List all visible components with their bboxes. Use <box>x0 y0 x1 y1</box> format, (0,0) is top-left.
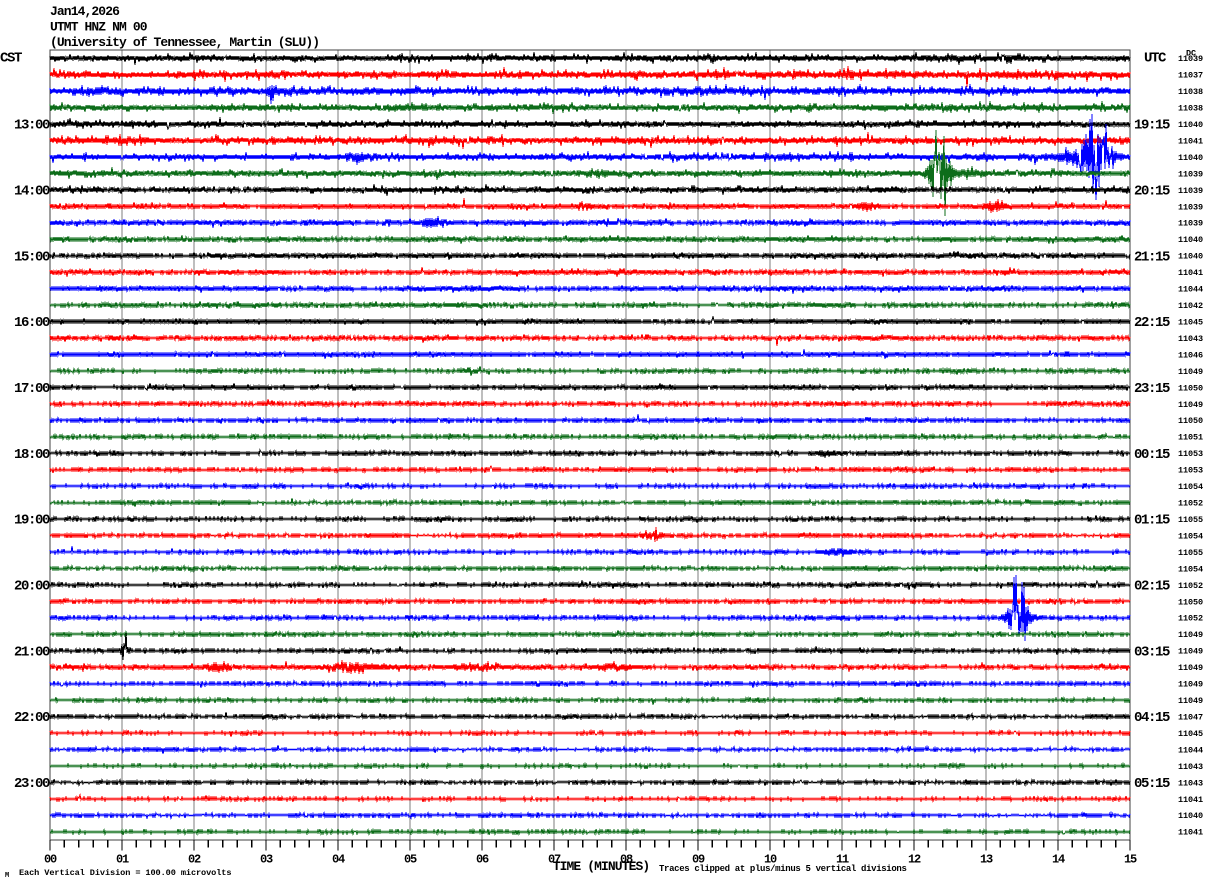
svg-text:11049: 11049 <box>1178 367 1203 377</box>
svg-text:12: 12 <box>908 853 921 867</box>
svg-text:Each Vertical Division = 100.: Each Vertical Division = 100.00 microvol… <box>19 868 231 878</box>
svg-text:11049: 11049 <box>1178 400 1203 410</box>
svg-text:00:15: 00:15 <box>1134 447 1170 463</box>
svg-text:11040: 11040 <box>1178 252 1203 262</box>
svg-text:11049: 11049 <box>1178 647 1203 657</box>
svg-text:02:15: 02:15 <box>1134 579 1170 595</box>
svg-text:11041: 11041 <box>1178 828 1203 838</box>
svg-text:11039: 11039 <box>1178 219 1203 229</box>
svg-text:CST: CST <box>0 51 22 67</box>
svg-text:11044: 11044 <box>1178 285 1203 295</box>
svg-text:02: 02 <box>188 853 201 867</box>
svg-text:11042: 11042 <box>1178 301 1203 311</box>
svg-text:11052: 11052 <box>1178 499 1203 509</box>
svg-text:11039: 11039 <box>1178 186 1203 196</box>
svg-text:11: 11 <box>836 853 849 867</box>
svg-text:21:15: 21:15 <box>1134 249 1170 265</box>
svg-text:22:00: 22:00 <box>14 710 50 726</box>
svg-text:11055: 11055 <box>1178 515 1203 525</box>
svg-text:17:00: 17:00 <box>14 381 50 397</box>
svg-text:11053: 11053 <box>1178 449 1203 459</box>
svg-text:05: 05 <box>404 853 417 867</box>
svg-text:03:15: 03:15 <box>1134 644 1170 660</box>
svg-text:11043: 11043 <box>1178 778 1203 788</box>
svg-text:DC: DC <box>1186 49 1196 59</box>
svg-text:M: M <box>5 872 9 880</box>
svg-text:23:15: 23:15 <box>1134 381 1170 397</box>
svg-text:TIME (MINUTES): TIME (MINUTES) <box>553 859 650 874</box>
svg-text:11053: 11053 <box>1178 466 1203 476</box>
svg-text:Traces clipped at plus/minus 5: Traces clipped at plus/minus 5 vertical … <box>659 864 907 874</box>
svg-text:11049: 11049 <box>1178 680 1203 690</box>
svg-text:11039: 11039 <box>1178 202 1203 212</box>
svg-text:00: 00 <box>44 853 57 867</box>
svg-text:20:00: 20:00 <box>14 579 50 595</box>
svg-text:05:15: 05:15 <box>1134 776 1170 792</box>
svg-text:20:15: 20:15 <box>1134 184 1170 200</box>
svg-text:11043: 11043 <box>1178 334 1203 344</box>
svg-text:14:00: 14:00 <box>14 184 50 200</box>
svg-text:16:00: 16:00 <box>14 315 50 331</box>
svg-text:11037: 11037 <box>1178 71 1203 81</box>
svg-text:UTMT HNZ NM 00: UTMT HNZ NM 00 <box>50 20 148 35</box>
svg-text:11040: 11040 <box>1178 120 1203 130</box>
svg-text:04: 04 <box>332 853 345 867</box>
svg-text:11038: 11038 <box>1178 104 1203 114</box>
svg-text:15: 15 <box>1124 853 1137 867</box>
svg-text:11054: 11054 <box>1178 482 1203 492</box>
svg-text:11041: 11041 <box>1178 136 1203 146</box>
svg-text:11052: 11052 <box>1178 581 1203 591</box>
svg-text:11050: 11050 <box>1178 597 1203 607</box>
svg-text:11041: 11041 <box>1178 268 1203 278</box>
svg-text:11050: 11050 <box>1178 383 1203 393</box>
svg-text:11051: 11051 <box>1178 433 1203 443</box>
svg-text:03: 03 <box>260 853 273 867</box>
svg-text:11052: 11052 <box>1178 614 1203 624</box>
svg-text:18:00: 18:00 <box>14 447 50 463</box>
svg-text:15:00: 15:00 <box>14 249 50 265</box>
svg-text:11040: 11040 <box>1178 235 1203 245</box>
svg-text:01: 01 <box>116 853 129 867</box>
svg-text:11045: 11045 <box>1178 318 1203 328</box>
svg-text:10: 10 <box>764 853 777 867</box>
svg-text:19:00: 19:00 <box>14 513 50 529</box>
svg-text:13:00: 13:00 <box>14 118 50 134</box>
svg-text:21:00: 21:00 <box>14 644 50 660</box>
svg-text:14: 14 <box>1052 853 1065 867</box>
svg-text:13: 13 <box>980 853 993 867</box>
svg-text:11044: 11044 <box>1178 745 1203 755</box>
svg-text:08: 08 <box>620 853 633 867</box>
svg-text:22:15: 22:15 <box>1134 315 1170 331</box>
svg-text:19:15: 19:15 <box>1134 118 1170 134</box>
svg-text:11054: 11054 <box>1178 564 1203 574</box>
svg-text:11049: 11049 <box>1178 663 1203 673</box>
svg-text:(University of Tennessee, Mart: (University of Tennessee, Martin (SLU)) <box>50 35 319 50</box>
svg-text:01:15: 01:15 <box>1134 513 1170 529</box>
svg-text:04:15: 04:15 <box>1134 710 1170 726</box>
svg-text:09: 09 <box>692 853 705 867</box>
svg-text:11043: 11043 <box>1178 762 1203 772</box>
svg-text:11038: 11038 <box>1178 87 1203 97</box>
svg-text:11046: 11046 <box>1178 350 1203 360</box>
svg-text:11055: 11055 <box>1178 548 1203 558</box>
svg-text:23:00: 23:00 <box>14 776 50 792</box>
svg-text:11050: 11050 <box>1178 416 1203 426</box>
svg-text:11045: 11045 <box>1178 729 1203 739</box>
svg-text:11054: 11054 <box>1178 531 1203 541</box>
svg-text:11040: 11040 <box>1178 153 1203 163</box>
svg-text:Jan14,2026: Jan14,2026 <box>50 4 120 19</box>
svg-text:11049: 11049 <box>1178 630 1203 640</box>
svg-text:11040: 11040 <box>1178 811 1203 821</box>
svg-text:UTC: UTC <box>1144 51 1167 67</box>
svg-text:11039: 11039 <box>1178 169 1203 179</box>
svg-text:11049: 11049 <box>1178 696 1203 706</box>
svg-text:07: 07 <box>548 853 561 867</box>
svg-text:11041: 11041 <box>1178 795 1203 805</box>
svg-text:06: 06 <box>476 853 489 867</box>
svg-text:11047: 11047 <box>1178 713 1203 723</box>
svg-text:11039: 11039 <box>1178 54 1203 64</box>
